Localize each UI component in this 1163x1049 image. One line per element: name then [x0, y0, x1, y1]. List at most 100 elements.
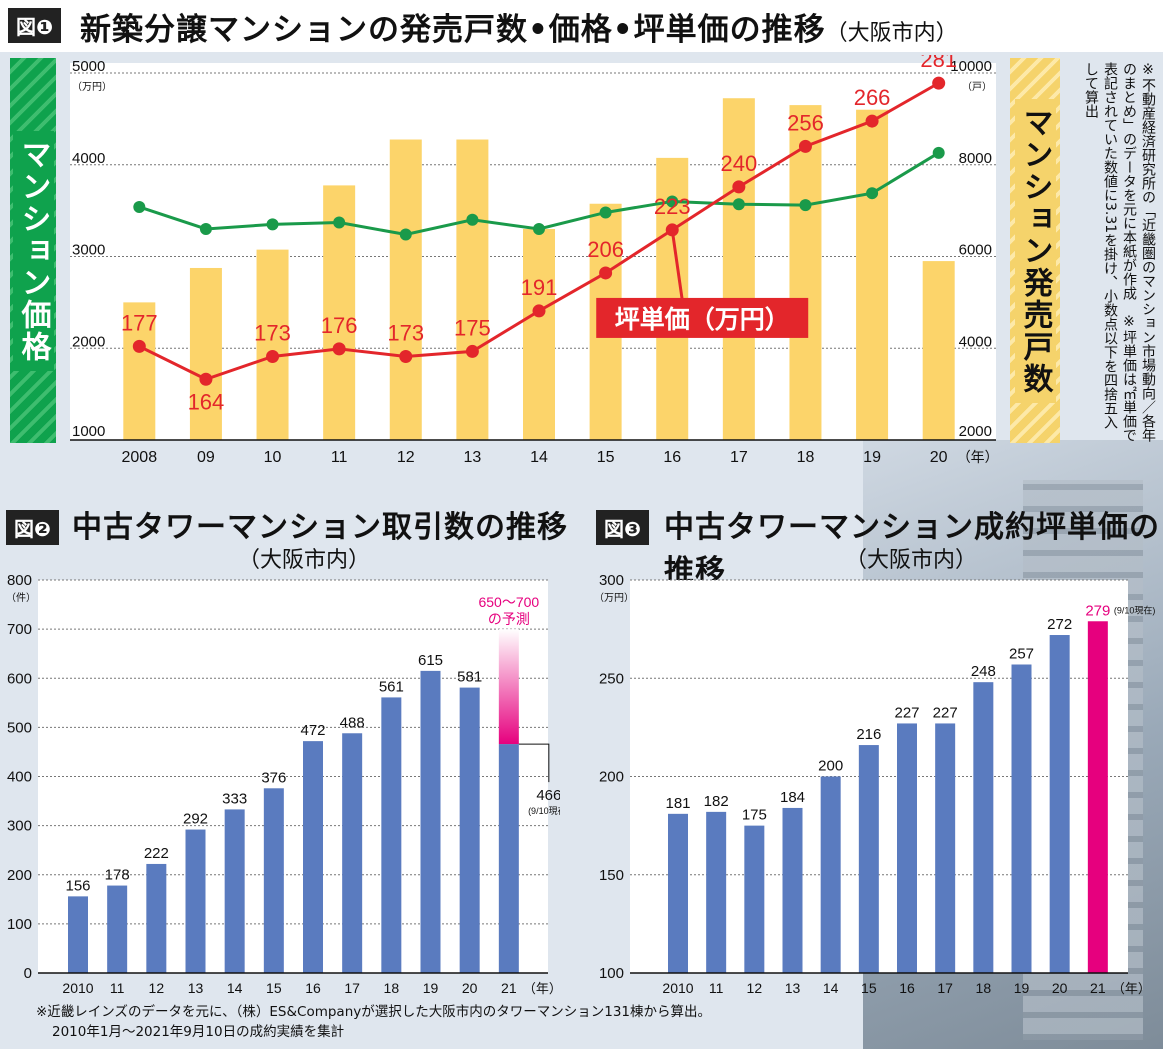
fig2-bar: [185, 829, 206, 973]
fig1-price-point: [866, 187, 879, 200]
fig3-x-tick-label: 18: [976, 980, 992, 996]
fig1-right-tick-label: 10000: [950, 58, 992, 75]
fig1-price-point: [533, 222, 545, 235]
fig2-y-tick-label: 400: [7, 769, 32, 786]
fig3-bar: [668, 813, 688, 973]
fig1-price-point: [333, 216, 346, 229]
fig1-left-tick-label: 2000: [72, 333, 105, 350]
fig1-price-point: [266, 218, 279, 231]
fig1-tsubo-label: 240: [720, 151, 757, 176]
fig2-value-label: 156: [65, 877, 90, 894]
fig2-bar: [420, 670, 441, 973]
fig1-tag: 図❶: [8, 8, 61, 43]
fig3-bar: [1087, 621, 1108, 973]
fig3-value-label: 227: [894, 704, 919, 721]
fig3-bar: [706, 811, 727, 973]
fig3-bar: [820, 776, 841, 973]
fig1-x-tick-label: 18: [797, 449, 815, 466]
fig3-value-label: 279: [1085, 602, 1110, 619]
fig1-tsubo-point: [932, 76, 946, 90]
fig2-y-tick-label: 700: [7, 621, 32, 638]
fig1-tsubo-point: [465, 344, 479, 358]
fig1-right-tick-label: 4000: [959, 333, 992, 350]
fig2-bar: [107, 885, 128, 973]
fig1-title: 新築分譲マンションの発売戸数•価格•坪単価の推移（大阪市内）: [80, 4, 958, 49]
fig2-value-label: 488: [340, 714, 365, 731]
fig1-tsubo-label: 223: [654, 194, 691, 219]
fig3-chart: 100 150 200 250 300 （万円） 181 182 175 184 200 216 227…: [594, 572, 1156, 996]
fig3-value-label: 184: [780, 789, 805, 806]
fig2-value-label: 333: [222, 790, 247, 807]
fig2-x-tick-label: 20: [462, 980, 478, 996]
fig1-left-tick-label: 4000: [72, 150, 105, 167]
fig3-bar: [973, 682, 994, 973]
footnote-line1: ※近畿レインズのデータを元に、（株）ES&Companyが選択した大阪市内のタワ…: [36, 1004, 712, 1020]
fig3-last-note: (9/10現在): [1114, 604, 1156, 615]
fig3-x-tick-label: 11: [709, 980, 724, 996]
fig3-subtitle: （大阪市内）: [845, 548, 978, 573]
fig1-callout-pointer: [670, 229, 684, 301]
fig3-bar: [935, 723, 956, 973]
fig1-x-tick-label: 11: [331, 449, 348, 466]
fig1-tsubo-point: [399, 349, 413, 363]
fig1-x-tick-label: 12: [397, 449, 415, 466]
fig1-tsubo-label: 173: [254, 320, 291, 345]
fig2-bar: [146, 863, 167, 973]
fig2-bar: [224, 809, 245, 973]
fig1-tsubo-point: [599, 266, 613, 280]
fig1-tsubo-label: 164: [188, 389, 225, 414]
fig3-x-tick-label: 14: [823, 980, 839, 996]
fig1-tsubo-label: 175: [454, 315, 491, 340]
fig1-tsubo-label: 281: [920, 55, 957, 72]
fig1-right-tick-label: 2000: [959, 423, 992, 440]
fig2-value-label: 615: [418, 652, 443, 669]
fig2-y-tick-label: 300: [7, 818, 32, 835]
fig2-bar: [342, 733, 363, 973]
fig1-right-band: マンション発売戸数: [1010, 58, 1060, 443]
fig2-current-note: (9/10現在): [528, 805, 560, 816]
fig1-title-suffix: （大阪市内）: [825, 21, 958, 46]
footnote-line2: 2010年1月～2021年9月10日の成約実績を集計: [52, 1024, 345, 1040]
fig2-x-tick-label: 16: [305, 980, 321, 996]
fig1-left-tick-label: 1000: [72, 423, 105, 440]
fig3-bar: [1011, 664, 1032, 973]
fig3-value-label: 227: [933, 704, 958, 721]
fig1-price-point: [599, 206, 612, 219]
fig1-price-point: [133, 200, 146, 213]
fig2-title: 中古タワーマンション取引数の推移: [72, 502, 568, 546]
fig1-bar: [722, 98, 755, 440]
fig2-y-tick-label: 500: [7, 719, 32, 736]
fig3-value-label: 248: [971, 663, 996, 680]
fig3-value-label: 216: [856, 726, 881, 743]
fig1-x-tick-label: 17: [730, 449, 748, 466]
fig1-tsubo-point: [798, 139, 812, 153]
fig3-bar: [782, 807, 803, 973]
fig1-price-point: [666, 195, 679, 208]
fig1-bar: [123, 302, 156, 440]
fig1-title-bar: [0, 0, 1163, 52]
fig3-bar: [858, 745, 879, 973]
fig1-bar: [856, 109, 889, 440]
fig1-tsubo-label: 176: [321, 313, 358, 338]
fig3-y-tick-label: 300: [599, 572, 624, 589]
fig1-tsubo-point: [132, 339, 146, 353]
fig2-x-tick-label: 12: [149, 980, 165, 996]
fig3-y-tick-label: 250: [599, 670, 624, 687]
fig1-x-tick-label: 19: [863, 449, 881, 466]
fig2-forecast-label-1: 650～700: [478, 594, 539, 610]
fig1-bar: [789, 105, 822, 441]
fig2-x-tick-label: 15: [266, 980, 282, 996]
fig3-value-label: 175: [742, 807, 767, 824]
fig1-x-unit: （年）: [957, 449, 999, 465]
fig2-forecast-bar: [498, 629, 519, 745]
fig1-price-point: [199, 222, 212, 235]
fig1-x-tick-label: 13: [463, 449, 481, 466]
fig1-tsubo-point: [732, 180, 746, 194]
fig1-tsubo-point: [865, 114, 879, 128]
fig2-tag: 図❷: [6, 510, 59, 545]
fig1-price-point: [732, 198, 745, 211]
fig2-x-tick-label: 17: [344, 980, 360, 996]
fig3-value-label: 182: [704, 793, 729, 810]
fig2-y-tick-label: 200: [7, 867, 32, 884]
fig1-x-tick-label: 2008: [122, 449, 158, 466]
